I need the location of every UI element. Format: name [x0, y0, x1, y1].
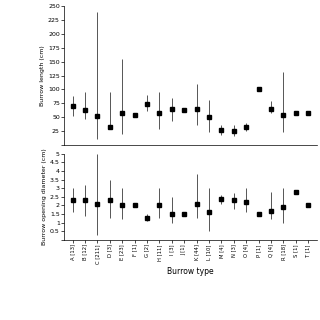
Y-axis label: Burrow opening diameter (cm): Burrow opening diameter (cm) [42, 148, 47, 245]
X-axis label: Burrow type: Burrow type [167, 267, 214, 276]
Y-axis label: Burrow length (cm): Burrow length (cm) [40, 45, 45, 106]
